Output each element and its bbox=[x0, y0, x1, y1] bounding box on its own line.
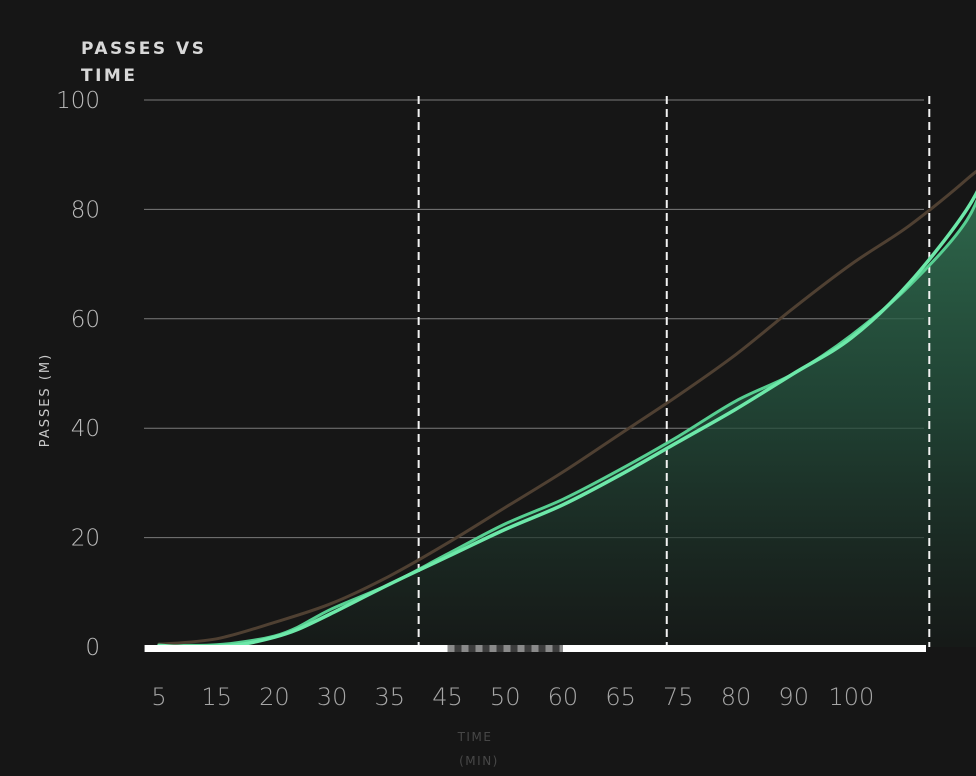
y-axis-ticks: 0 20 40 60 80 100 bbox=[56, 88, 100, 661]
series-line-2 bbox=[157, 169, 976, 646]
x-tick-label-65: 65 bbox=[605, 683, 636, 711]
series-line-3 bbox=[157, 190, 976, 649]
x-tick-label-60: 60 bbox=[548, 683, 579, 711]
y-axis-label: PASSES (M) bbox=[38, 353, 53, 447]
x-tick-label-80: 80 bbox=[721, 683, 752, 711]
chart-title-line-2: TIME bbox=[81, 66, 137, 86]
reference-lines bbox=[417, 96, 931, 647]
x-axis-label-line-1: TIME bbox=[457, 730, 493, 744]
x-tick-label-30: 30 bbox=[317, 683, 348, 711]
series-lines bbox=[157, 169, 976, 649]
x-tick-label-100: 100 bbox=[828, 683, 874, 711]
x-axis-label-line-2: (MIN) bbox=[459, 754, 499, 768]
y-tick-label-20: 20 bbox=[71, 526, 100, 552]
x-tick-label-90: 90 bbox=[778, 683, 809, 711]
timeline-check bbox=[489, 645, 497, 652]
timeline-check bbox=[461, 645, 469, 652]
series-1-area bbox=[159, 202, 976, 647]
timeline-segment-2-checkered bbox=[447, 645, 563, 652]
x-axis-label: TIME (MIN) bbox=[457, 730, 499, 768]
y-tick-label-0: 0 bbox=[85, 635, 100, 661]
x-tick-label-15: 15 bbox=[201, 683, 232, 711]
chart-title-line-1: PASSES VS bbox=[81, 39, 206, 59]
y-tick-label-60: 60 bbox=[71, 307, 100, 333]
y-tick-label-40: 40 bbox=[71, 416, 100, 442]
x-tick-label-35: 35 bbox=[375, 683, 406, 711]
x-tick-label-50: 50 bbox=[490, 683, 521, 711]
x-axis-ticks: 5 15 20 30 35 45 50 60 65 75 80 90 100 bbox=[151, 683, 874, 711]
timeline-check bbox=[545, 645, 553, 652]
timeline-check bbox=[531, 645, 539, 652]
timeline-check bbox=[447, 645, 455, 652]
timeline-check bbox=[559, 645, 563, 652]
chart-title: PASSES VS TIME bbox=[81, 39, 206, 86]
x-tick-label-45: 45 bbox=[432, 683, 463, 711]
timeline-check bbox=[475, 645, 483, 652]
timeline-segment-3-solid bbox=[562, 645, 926, 652]
timeline-segment-fill bbox=[144, 645, 448, 652]
y-tick-label-80: 80 bbox=[71, 197, 100, 223]
x-tick-label-5: 5 bbox=[151, 683, 166, 711]
timeline-check bbox=[503, 645, 511, 652]
timeline-segment-fill bbox=[562, 645, 926, 652]
x-tick-label-20: 20 bbox=[259, 683, 290, 711]
y-tick-label-100: 100 bbox=[56, 88, 100, 114]
timeline-check bbox=[517, 645, 525, 652]
timeline-bar bbox=[144, 645, 926, 652]
series-line-1 bbox=[157, 199, 976, 647]
timeline-segment-1-solid bbox=[144, 645, 448, 652]
x-tick-label-75: 75 bbox=[663, 683, 694, 711]
